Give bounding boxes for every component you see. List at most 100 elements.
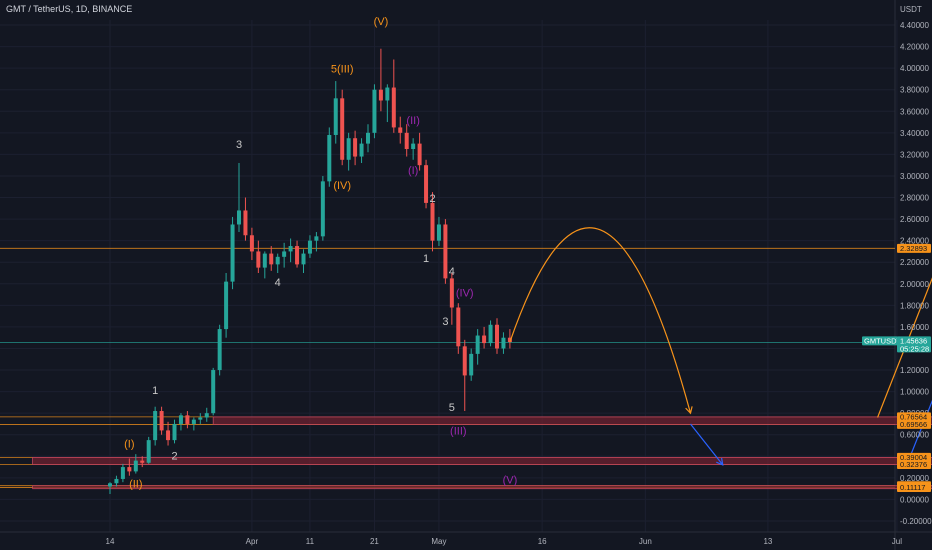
candle-body[interactable] bbox=[424, 165, 429, 203]
candles[interactable] bbox=[108, 48, 512, 495]
arrow-head bbox=[716, 457, 724, 466]
candle-body[interactable] bbox=[443, 224, 448, 279]
candle-body[interactable] bbox=[204, 413, 209, 418]
candle-body[interactable] bbox=[262, 253, 267, 268]
wave-label: (I) bbox=[408, 165, 418, 177]
candle-body[interactable] bbox=[153, 411, 158, 441]
price-tick-label: 3.40000 bbox=[900, 129, 929, 138]
price-tag bbox=[897, 243, 931, 253]
candle-body[interactable] bbox=[411, 143, 416, 149]
candle-body[interactable] bbox=[127, 467, 132, 472]
current-price-label: 1.45636 bbox=[900, 336, 927, 345]
candle-body[interactable] bbox=[456, 307, 461, 347]
candle-body[interactable] bbox=[398, 127, 403, 133]
wave-label: (III) bbox=[450, 426, 467, 438]
countdown-label: 05:25:28 bbox=[900, 344, 929, 353]
candle-body[interactable] bbox=[288, 246, 293, 252]
candle-body[interactable] bbox=[133, 460, 138, 472]
candle-body[interactable] bbox=[314, 236, 319, 241]
wave-label: 1 bbox=[152, 385, 158, 397]
candle-body[interactable] bbox=[340, 98, 345, 160]
candle-body[interactable] bbox=[295, 246, 300, 265]
candle-body[interactable] bbox=[185, 415, 190, 424]
price-tag bbox=[897, 452, 931, 462]
candle-body[interactable] bbox=[359, 143, 364, 157]
candle-body[interactable] bbox=[417, 143, 422, 166]
time-tick-label: 11 bbox=[306, 537, 315, 546]
candle-body[interactable] bbox=[282, 251, 287, 257]
candle-body[interactable] bbox=[327, 134, 332, 182]
candle-body[interactable] bbox=[501, 337, 506, 349]
candle-body[interactable] bbox=[307, 240, 312, 254]
candle-body[interactable] bbox=[237, 210, 241, 225]
candle-body[interactable] bbox=[353, 138, 358, 157]
candle-body[interactable] bbox=[249, 235, 254, 252]
symbol-tag bbox=[862, 336, 898, 346]
candle-body[interactable] bbox=[256, 251, 261, 268]
wave-label: (V) bbox=[374, 16, 389, 28]
candle-body[interactable] bbox=[346, 138, 351, 160]
candle-body[interactable] bbox=[495, 324, 499, 349]
candle-body[interactable] bbox=[275, 256, 280, 265]
price-tick-label: 1.20000 bbox=[900, 366, 929, 375]
price-tag-label: 0.69566 bbox=[900, 420, 927, 429]
candle-body[interactable] bbox=[391, 87, 396, 128]
candle-body[interactable] bbox=[178, 415, 183, 424]
candle-body[interactable] bbox=[159, 411, 164, 431]
candle-body[interactable] bbox=[172, 423, 177, 441]
time-axis[interactable]: 14Apr1121May16Jun13Jul1121Aug15Sep bbox=[106, 537, 932, 546]
price-tick-label: 4.20000 bbox=[900, 43, 929, 52]
arrow-head bbox=[685, 406, 693, 415]
candle-body[interactable] bbox=[430, 202, 435, 241]
candle-body[interactable] bbox=[449, 278, 454, 308]
wave-label: 4 bbox=[449, 266, 455, 278]
candle-body[interactable] bbox=[436, 224, 441, 241]
candle-body[interactable] bbox=[333, 98, 338, 135]
projection-line bbox=[876, 277, 932, 418]
candle-body[interactable] bbox=[475, 335, 480, 354]
candle-body[interactable] bbox=[166, 430, 171, 441]
candle-body[interactable] bbox=[120, 467, 125, 479]
candle-body[interactable] bbox=[269, 253, 274, 265]
projection-arc bbox=[509, 227, 692, 414]
price-tag bbox=[897, 412, 931, 422]
wave-label: 3 bbox=[442, 316, 448, 328]
candle-body[interactable] bbox=[243, 210, 248, 236]
wave-label: 2 bbox=[171, 451, 177, 463]
candle-body[interactable] bbox=[366, 132, 370, 144]
candle-body[interactable] bbox=[372, 89, 377, 133]
candle-body[interactable] bbox=[469, 353, 474, 376]
price-tick-label: 1.00000 bbox=[900, 388, 929, 397]
candle-body[interactable] bbox=[230, 224, 235, 282]
wave-label: (II) bbox=[129, 479, 142, 491]
price-tick-label: 2.00000 bbox=[900, 280, 929, 289]
candle-body[interactable] bbox=[211, 370, 216, 414]
candle-body[interactable] bbox=[140, 460, 145, 463]
candle-body[interactable] bbox=[114, 478, 119, 484]
candle-body[interactable] bbox=[108, 483, 112, 487]
projection-paths bbox=[509, 227, 932, 466]
price-tick-label: 2.60000 bbox=[900, 215, 929, 224]
candle-body[interactable] bbox=[462, 346, 467, 376]
candle-body[interactable] bbox=[404, 132, 409, 149]
candle-body[interactable] bbox=[488, 324, 493, 344]
candle-body[interactable] bbox=[385, 87, 390, 101]
candle-body[interactable] bbox=[146, 440, 151, 463]
candle-body[interactable] bbox=[224, 281, 229, 330]
candle-body[interactable] bbox=[378, 89, 383, 101]
support-zone bbox=[32, 485, 932, 490]
candle-body[interactable] bbox=[320, 181, 325, 237]
price-tick-label: 0.20000 bbox=[900, 474, 929, 483]
time-tick-label: 21 bbox=[370, 537, 379, 546]
candle-body[interactable] bbox=[482, 335, 487, 344]
price-tick-label: 3.00000 bbox=[900, 172, 929, 181]
candle-body[interactable] bbox=[507, 337, 512, 343]
candle-body[interactable] bbox=[198, 417, 203, 420]
candle-body[interactable] bbox=[217, 329, 222, 371]
price-tag-label: 0.76564 bbox=[900, 412, 927, 421]
wave-label: (V) bbox=[503, 474, 518, 486]
candle-body[interactable] bbox=[301, 253, 306, 265]
candle-body[interactable] bbox=[191, 419, 196, 424]
